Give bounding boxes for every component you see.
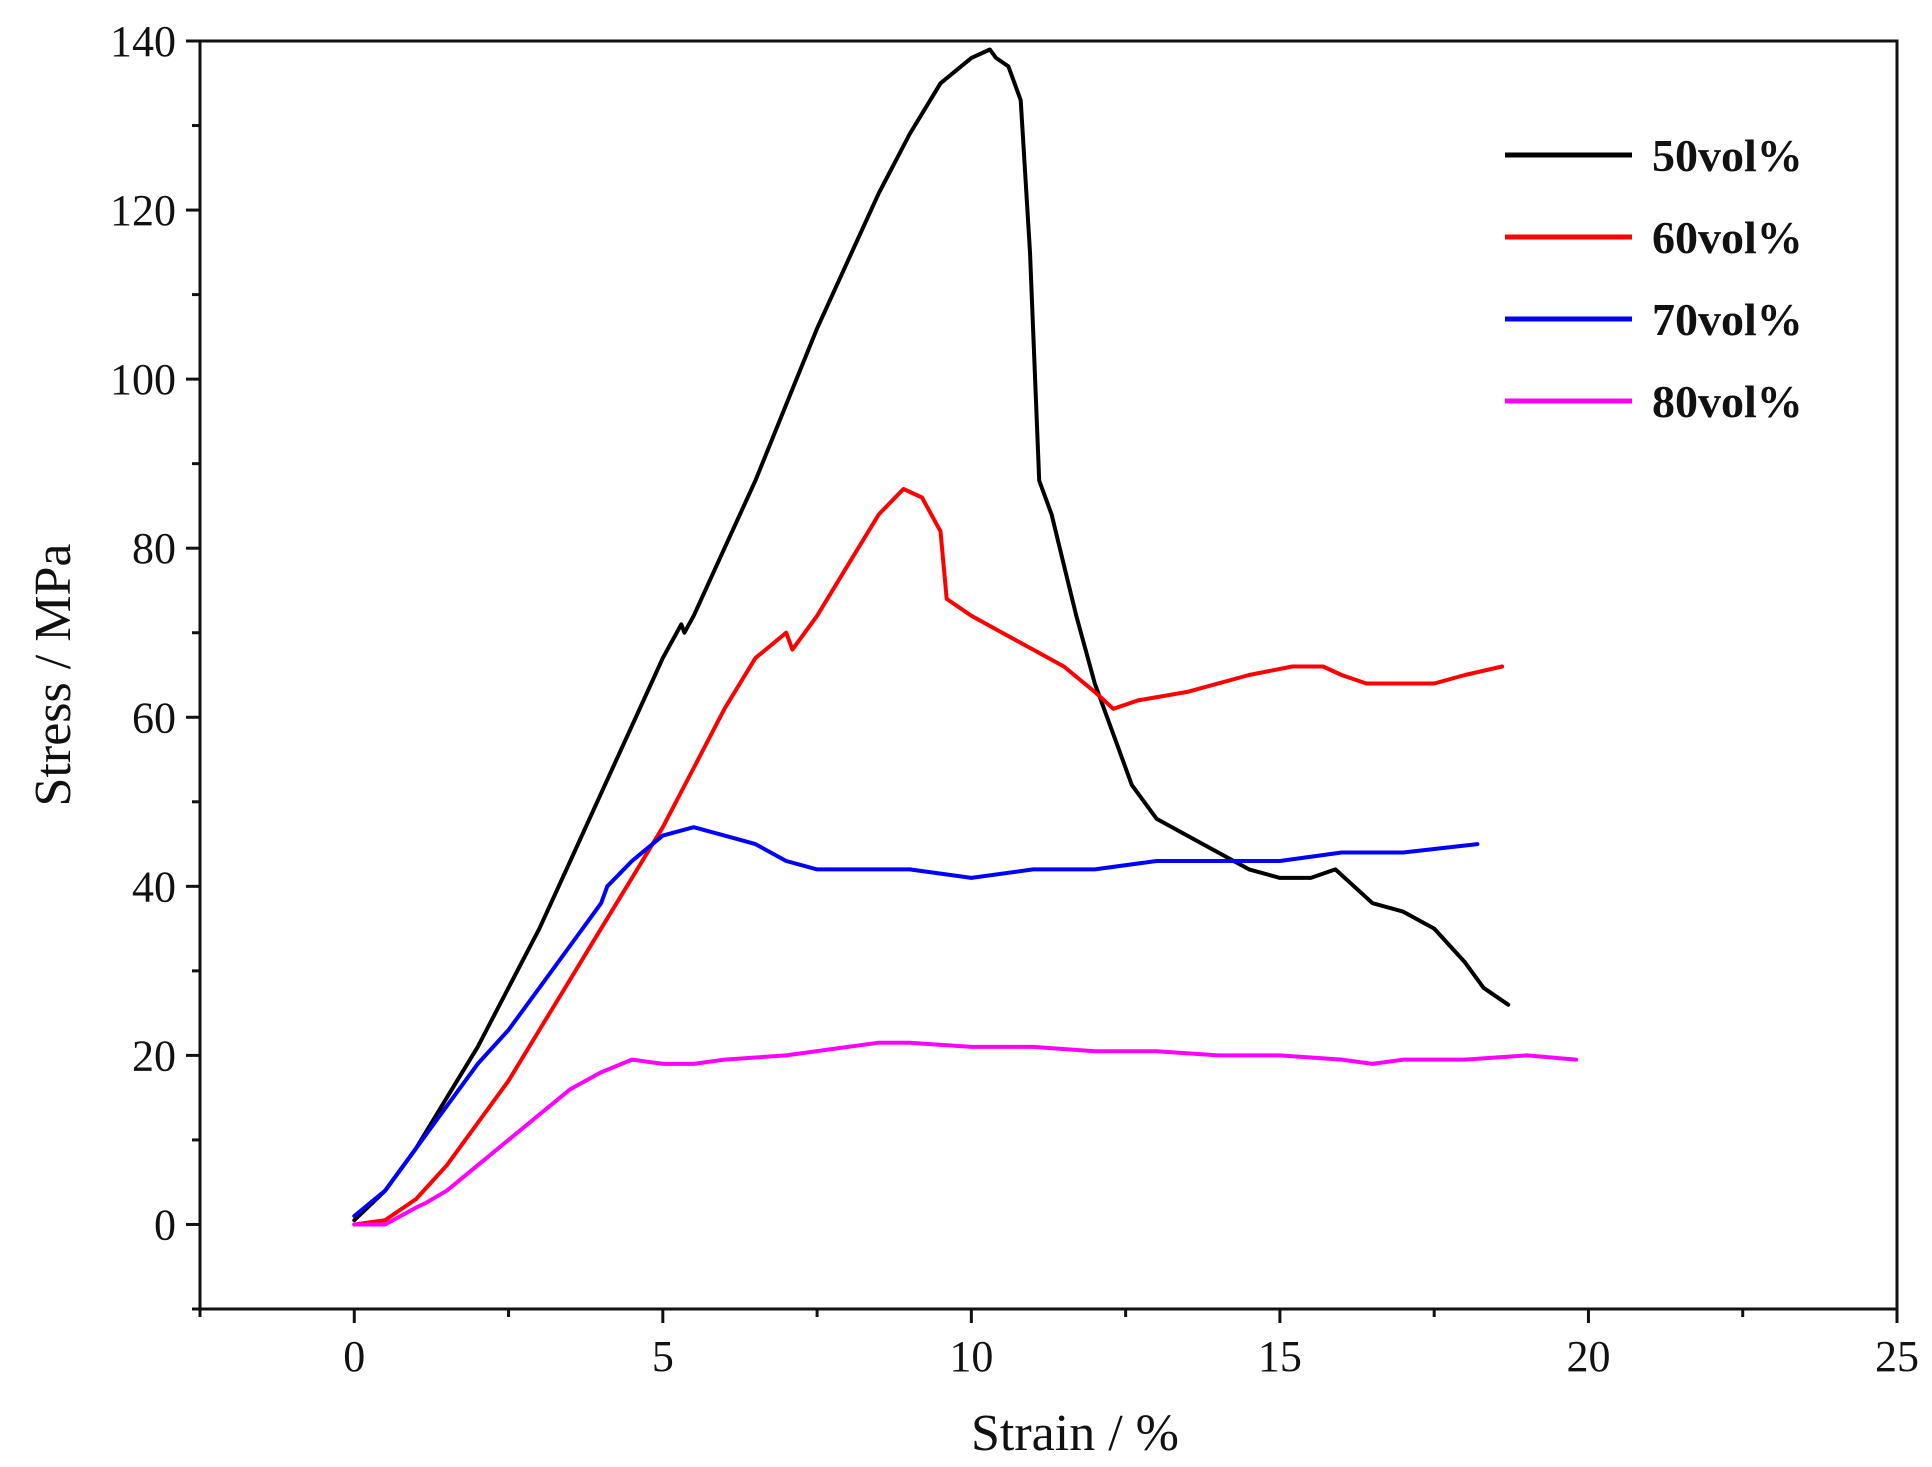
x-tick-label: 10: [949, 1332, 993, 1381]
legend: 50vol% 60vol% 70vol% 80vol%: [1505, 130, 1803, 427]
y-tick-label: 20: [132, 1031, 176, 1080]
x-tick-label: 20: [1566, 1332, 1610, 1381]
y-tick-label: 0: [154, 1200, 176, 1249]
series-line-70vol-percent: [352, 825, 1480, 1218]
series-line-80vol-percent: [352, 1040, 1579, 1227]
plot-frame: [198, 39, 1899, 1311]
series-line-60vol-percent: [352, 487, 1505, 1227]
y-tick-label: 100: [110, 355, 176, 404]
series-line-50vol-percent: [352, 47, 1511, 1223]
tick-labels: 0 5 10 15 20 25 0 20 40 60 80 100 120 140: [110, 17, 1919, 1381]
legend-label: 60vol%: [1652, 212, 1803, 263]
x-tick-label: 0: [343, 1332, 365, 1381]
x-tick-label: 25: [1875, 1332, 1919, 1381]
y-tick-label: 60: [132, 693, 176, 742]
axis-ticks: [186, 39, 1899, 1323]
y-tick-label: 140: [110, 17, 176, 66]
x-tick-label: 5: [652, 1332, 674, 1381]
legend-label: 80vol%: [1652, 376, 1803, 427]
legend-label: 70vol%: [1652, 294, 1803, 345]
y-tick-label: 80: [132, 524, 176, 573]
y-tick-label: 120: [110, 186, 176, 235]
y-tick-label: 40: [132, 862, 176, 911]
x-axis-title: Strain / %: [971, 1405, 1179, 1462]
x-tick-label: 15: [1258, 1332, 1302, 1381]
y-axis-title: Stress / MPa: [25, 544, 82, 807]
series-layer: [352, 47, 1579, 1227]
legend-label: 50vol%: [1652, 130, 1803, 181]
